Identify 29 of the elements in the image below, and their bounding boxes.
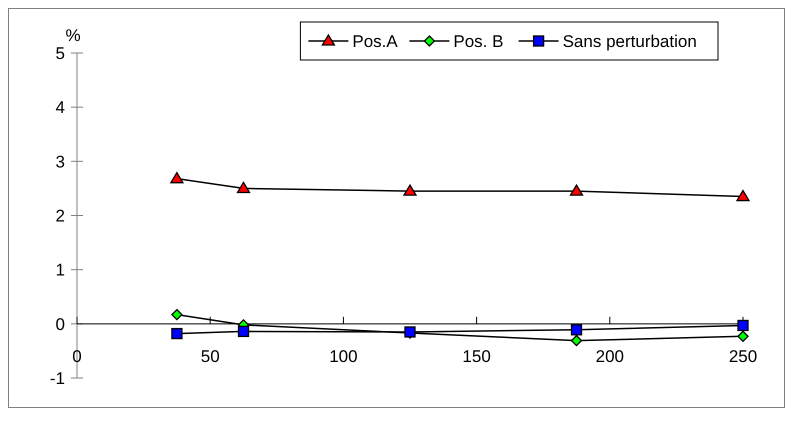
x-tick-label: 200 bbox=[596, 346, 624, 366]
y-tick-label: 0 bbox=[56, 314, 65, 334]
legend-label: Pos.A bbox=[352, 32, 398, 51]
point bbox=[238, 326, 250, 338]
x-tick-label: 150 bbox=[462, 346, 491, 366]
x-tick-label: 250 bbox=[728, 346, 758, 366]
x-tick-label: 100 bbox=[329, 346, 358, 366]
point bbox=[170, 172, 184, 184]
point bbox=[736, 190, 750, 202]
y-tick-label: 5 bbox=[56, 44, 65, 63]
y-tick-label: -1 bbox=[50, 368, 65, 388]
point bbox=[171, 308, 183, 320]
y-tick-label: 4 bbox=[56, 98, 65, 118]
point bbox=[236, 182, 250, 194]
y-tick-label: 1 bbox=[56, 260, 65, 280]
point bbox=[403, 184, 417, 196]
y-tick-label: 2 bbox=[56, 206, 65, 226]
x-tick-label: 0 bbox=[72, 346, 82, 366]
legend-label: Sans perturbation bbox=[562, 32, 697, 51]
legend-label: Pos. B bbox=[453, 32, 504, 51]
y-tick-label: 3 bbox=[56, 152, 65, 172]
point bbox=[737, 320, 749, 332]
point bbox=[570, 324, 582, 336]
x-tick-label: 50 bbox=[200, 346, 220, 366]
point bbox=[570, 184, 584, 196]
point bbox=[171, 328, 183, 340]
point bbox=[737, 330, 749, 342]
point bbox=[570, 334, 582, 346]
y-axis-title: % bbox=[65, 26, 81, 45]
